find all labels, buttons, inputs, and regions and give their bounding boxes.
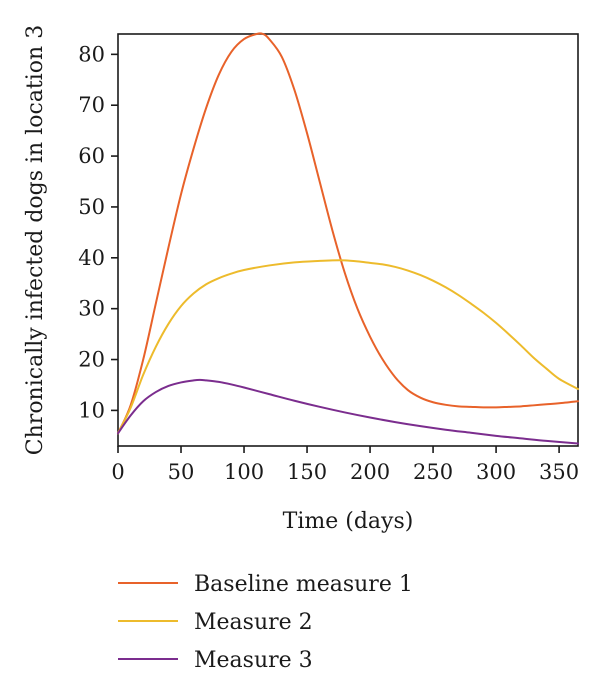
x-tick-label: 150 [287,460,327,484]
x-tick-label: 50 [168,460,195,484]
x-tick-label: 250 [413,460,453,484]
y-tick-label: 70 [78,93,105,117]
y-tick-label: 10 [78,398,105,422]
legend: Baseline measure 1 Measure 2 Measure 3 [118,572,413,673]
x-tick-label: 100 [224,460,264,484]
y-tick-label: 40 [78,246,105,270]
legend-label-2: Measure 2 [194,610,313,635]
y-tick-label: 50 [78,195,105,219]
x-tick-label: 350 [539,460,579,484]
legend-label-1: Baseline measure 1 [194,572,413,597]
x-axis-label: Time (days) [283,509,414,534]
x-tick-label: 0 [111,460,124,484]
y-tick-label: 20 [78,348,105,372]
series-lines [117,32,579,445]
y-tick-label: 30 [78,297,105,321]
legend-label-3: Measure 3 [194,648,313,673]
series-line-1 [117,32,579,435]
plot-frame [117,33,579,447]
y-axis-label: Chronically infected dogs in location 3 [23,25,48,455]
x-tick-label: 300 [476,460,516,484]
series-line-3 [117,378,579,445]
series-line-2 [117,259,579,435]
x-axis-ticks: 0 50 100 150 200 250 300 350 [111,446,579,484]
y-axis-ticks: 10 20 30 40 50 60 70 80 [78,42,118,422]
y-tick-label: 80 [78,42,105,66]
y-tick-label: 60 [78,144,105,168]
x-tick-label: 200 [350,460,390,484]
